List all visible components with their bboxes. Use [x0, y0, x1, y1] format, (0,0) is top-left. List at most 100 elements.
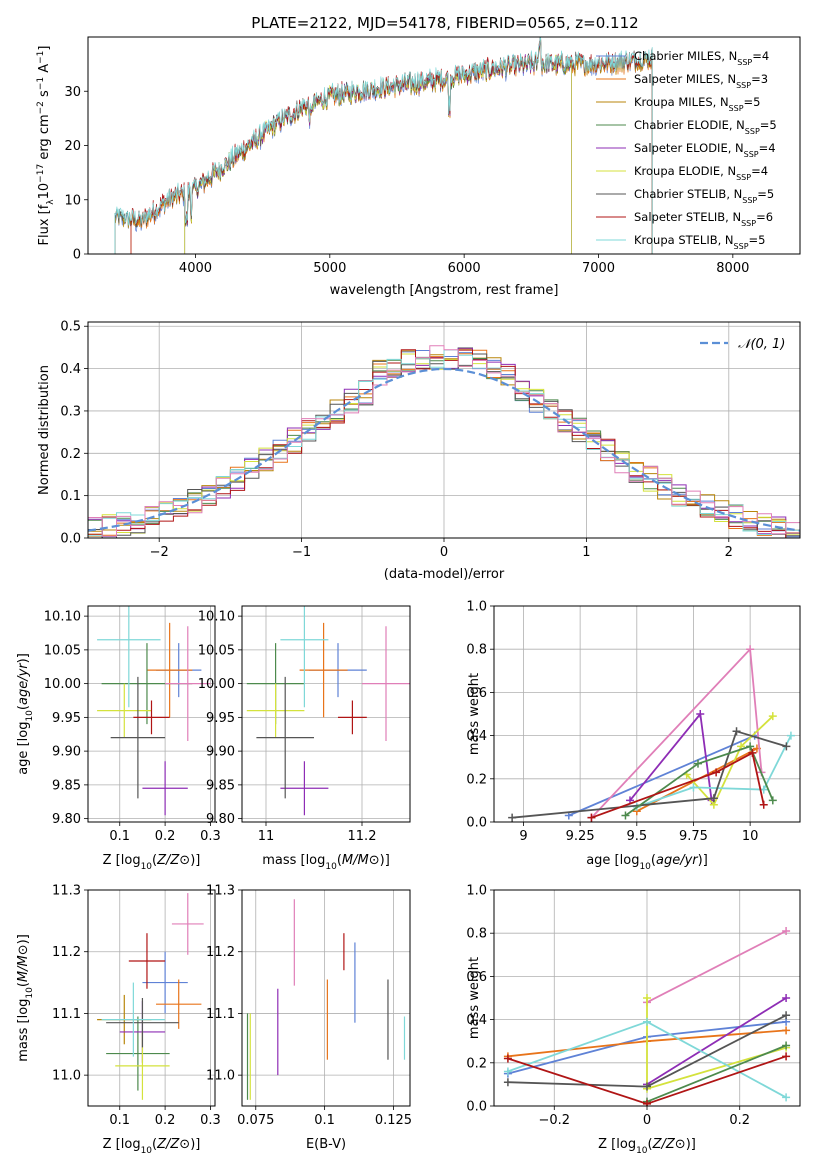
legend-label-8: Salpeter STELIB, NSSP=6 — [634, 210, 773, 228]
x-tick-label: 0.2 — [155, 1113, 176, 1128]
legend-label-6: Kroupa ELODIE, NSSP=4 — [634, 164, 768, 182]
x-axis-label: wavelength [Angstrom, rest frame] — [330, 283, 559, 298]
x-axis-label: age [log10(age/yr)] — [586, 853, 708, 872]
x-axis-label: Z [log10(Z/Z⊙)] — [103, 853, 201, 872]
weight-marker — [746, 645, 755, 654]
axis-layer: 0.1 0.2 0.3 11.0 11.1 11.2 11.3 Z [log10(Z/Z⊙)]… — [16, 884, 221, 1157]
y-tick-label: 0.6 — [466, 686, 487, 701]
weight-line-8 — [624, 745, 774, 817]
y-tick-label: 0.8 — [466, 643, 487, 658]
x-tick-label: 0.3 — [200, 1113, 221, 1128]
weight-marker — [782, 742, 791, 751]
y-tick-label: 11.0 — [52, 1069, 81, 1084]
x-tick-label: 9.5 — [626, 829, 647, 844]
axis-layer: 11 11.2 9.80 9.85 9.90 9.95 10.00 10.05 10.10 mas… — [198, 605, 411, 872]
y-tick-label: 9.85 — [52, 778, 81, 793]
y-tick-label: 0.1 — [60, 489, 81, 504]
x-tick-label: 0 — [643, 1113, 651, 1128]
legend-label-5: Salpeter ELODIE, NSSP=4 — [634, 141, 776, 159]
axes-mass-vs-Z: 0.1 0.2 0.3 11.0 11.1 11.2 11.3 Z [log10(Z/Z⊙)]… — [16, 884, 221, 1157]
data-layer — [246, 606, 410, 816]
weight-marker — [503, 1067, 512, 1076]
y-tick-label: 10.00 — [44, 677, 81, 692]
weight-marker — [782, 994, 791, 1002]
y-tick-label: 0.5 — [60, 320, 81, 335]
x-axis-label: Z [log10(Z/Z⊙)] — [598, 1137, 696, 1156]
axes-age-vs-mass: 11 11.2 9.80 9.85 9.90 9.95 10.00 10.05 10.10 mas… — [198, 605, 411, 872]
weight-line-5 — [686, 715, 774, 806]
weight-marker — [503, 1054, 512, 1063]
data-layer — [503, 927, 791, 1106]
y-tick-label: 0.8 — [466, 927, 487, 942]
plot-area — [242, 890, 410, 1106]
y-tick-label: 11.1 — [206, 1007, 235, 1022]
x-tick-label: 8000 — [716, 261, 749, 276]
axis-layer: 0.1 0.2 0.3 9.80 9.85 9.90 9.95 10.00 10.05 10.10… — [16, 605, 221, 872]
x-tick-label: 6000 — [448, 261, 481, 276]
histogram-10 — [88, 345, 800, 538]
plot-area — [88, 37, 800, 254]
weight-marker — [621, 811, 630, 820]
y-tick-label: 10.05 — [198, 643, 235, 658]
x-axis-label: mass [log10(M/M⊙)] — [262, 853, 390, 872]
y-tick-label: 0.2 — [60, 447, 81, 462]
y-tick-label: 9.90 — [52, 745, 81, 760]
weight-marker — [782, 1052, 791, 1061]
y-tick-label: 10 — [64, 193, 81, 208]
x-tick-label: −0.2 — [538, 1113, 570, 1128]
axes-frame — [87, 889, 216, 1107]
y-tick-label: 11.2 — [52, 945, 81, 960]
x-tick-label: 0 — [440, 545, 448, 560]
y-axis-label: Normed distribution — [37, 365, 52, 495]
weight-marker — [782, 1041, 791, 1050]
weight-marker — [643, 994, 651, 1002]
y-tick-label: 11.0 — [206, 1069, 235, 1084]
x-tick-label: 0.2 — [729, 1113, 750, 1128]
y-tick-label: 11.2 — [206, 945, 235, 960]
weight-marker — [786, 731, 795, 740]
y-axis-label: Flux [fλ10−17 erg cm−2 s−1 A−1] — [36, 46, 56, 246]
y-tick-label: 11.3 — [52, 884, 81, 899]
axes-mass-weight-vs-age: 9 9.25 9.5 9.75 10 0.0 0.2 0.4 0.6 0.8 1.0 age [log… — [466, 600, 801, 872]
x-tick-label: 11 — [258, 829, 275, 844]
x-tick-label: 7000 — [582, 261, 615, 276]
axes-age-vs-Z: 0.1 0.2 0.3 9.80 9.85 9.90 9.95 10.00 10.05 10.10… — [16, 605, 221, 872]
weight-marker — [696, 710, 705, 718]
x-tick-label: 5000 — [313, 261, 346, 276]
axes-mass-weight-vs-Z: −0.2 0 0.2 0.0 0.2 0.4 0.6 0.8 1.0 Z [log10(Z/Z⊙)… — [466, 884, 801, 1156]
weight-marker — [643, 1099, 651, 1106]
y-tick-label: 10.10 — [198, 610, 235, 625]
axes-spectrum: 4000 5000 6000 7000 8000 0 10 20 30 wavelength [A… — [36, 36, 801, 298]
x-axis-label: E(B-V) — [306, 1137, 346, 1152]
legend-label-9: Kroupa STELIB, NSSP=5 — [634, 233, 765, 251]
data-layer — [508, 645, 795, 822]
x-tick-label: 9.75 — [679, 829, 708, 844]
weight-marker — [746, 742, 755, 751]
y-tick-label: 0 — [73, 248, 81, 263]
weight-marker — [694, 759, 702, 768]
y-tick-label: 9.95 — [206, 711, 235, 726]
weight-marker — [782, 927, 791, 936]
data-layer — [114, 37, 653, 254]
y-axis-label: mass weight — [467, 673, 482, 755]
plot-area — [88, 890, 215, 1106]
y-tick-label: 9.80 — [206, 812, 235, 827]
y-tick-label: 0.2 — [466, 1056, 487, 1071]
x-tick-label: 1 — [582, 545, 590, 560]
axis-layer: −2 −1 0 1 2 0.0 0.1 0.2 0.3 0.4 0.5 (data-model)/er… — [37, 320, 801, 582]
spectrum-line-8 — [130, 39, 653, 254]
weight-marker — [712, 768, 721, 777]
y-tick-label: 0.6 — [466, 970, 487, 985]
y-axis-label: age [log10(age/yr)] — [16, 653, 35, 775]
weight-marker — [709, 794, 718, 803]
x-tick-label: 0.3 — [200, 829, 221, 844]
y-tick-label: 0.3 — [60, 404, 81, 419]
legend-label-4: Chabrier ELODIE, NSSP=5 — [634, 118, 777, 136]
axes-frame — [241, 889, 411, 1107]
y-tick-label: 0.0 — [60, 532, 81, 547]
weight-marker — [732, 727, 741, 736]
normal-curve — [88, 367, 800, 532]
weight-line-3 — [646, 930, 787, 1004]
weight-marker — [643, 1082, 651, 1091]
